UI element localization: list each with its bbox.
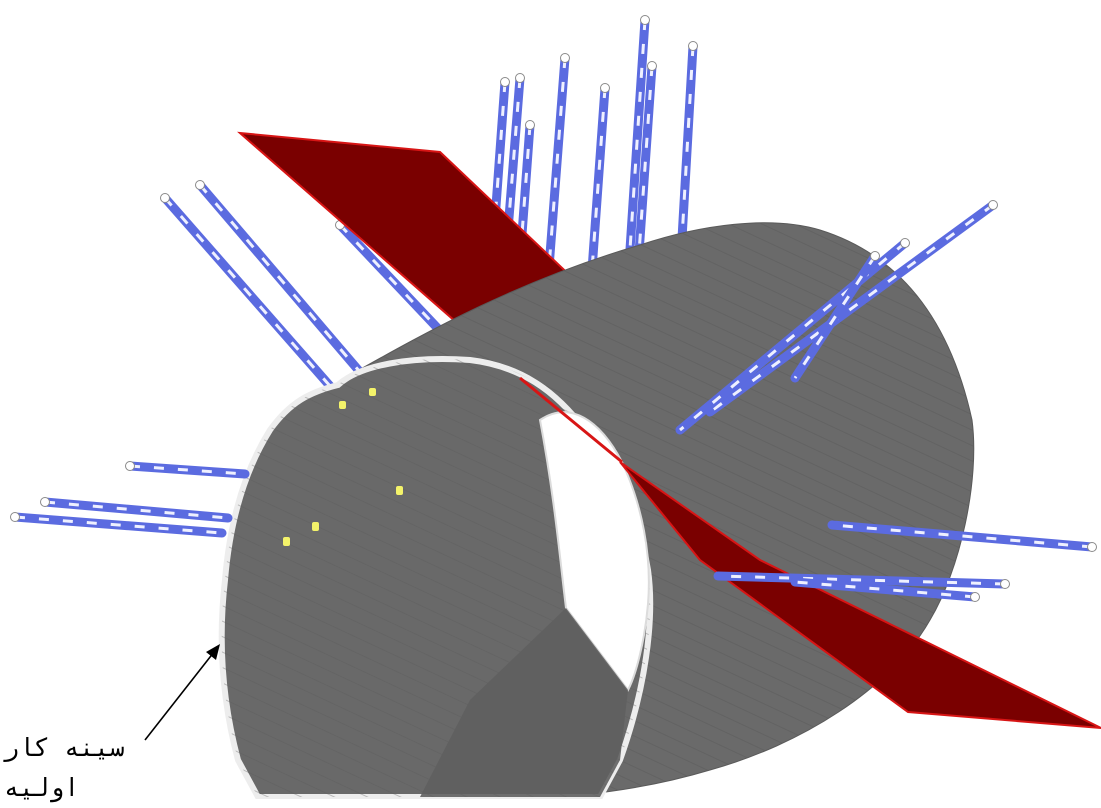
rock-bolt-cap [640, 15, 650, 25]
face-marker [396, 486, 403, 495]
rock-bolt-cap [40, 497, 50, 507]
rock-bolt-cap [125, 461, 135, 471]
face-marker [339, 401, 346, 409]
face-markers [283, 388, 403, 546]
rock-bolt-cap [1000, 579, 1010, 589]
rock-bolt-cap [900, 238, 910, 248]
annotation-arrow [144, 644, 220, 741]
rock-bolt-cap [10, 512, 20, 522]
rock-bolt-cap [500, 77, 510, 87]
face-marker [283, 537, 290, 546]
rock-bolts-front [10, 200, 1097, 602]
rock-bolt-highlight [198, 184, 362, 373]
rock-bolt-highlight [793, 255, 877, 379]
fault-trace [519, 376, 623, 464]
rock-bolt-cap [515, 73, 525, 83]
rock-bolt-highlight [338, 223, 447, 338]
rock-bolt-highlight [794, 580, 976, 599]
face-marker [312, 522, 319, 531]
face-annotation-label: سینه کار اولیه [4, 733, 125, 802]
rock-bolt-highlight [163, 197, 332, 387]
rock-bolt-cap [688, 41, 698, 51]
rock-bolt-highlight [679, 45, 695, 257]
rock-bolt-cap [1087, 542, 1097, 552]
tunnel-face [218, 356, 654, 799]
rock-bolt-cap [988, 200, 998, 210]
fault-plane-lower [619, 461, 1101, 729]
rock-bolt-highlight [498, 77, 522, 333]
rock-bolt-cap [870, 251, 880, 261]
rock-bolt-cap [195, 180, 205, 190]
rock-bolt-cap [525, 120, 535, 130]
rock-bolt-highlight [129, 464, 246, 476]
rock-bolt-highlight [14, 515, 223, 535]
rock-bolt-cap [647, 61, 657, 71]
rock-bolt-highlight [626, 19, 647, 281]
rock-bolt-highlight [709, 203, 994, 414]
rock-bolt-cap [970, 592, 980, 602]
face-marker [369, 388, 376, 396]
rock-bolt-highlight [831, 523, 1093, 549]
rock-bolt [713, 571, 1010, 589]
rock-bolt-highlight [44, 500, 229, 520]
rock-bolt-cap [160, 193, 170, 203]
rock-bolt-cap [600, 83, 610, 93]
rock-bolt-cap [560, 53, 570, 63]
